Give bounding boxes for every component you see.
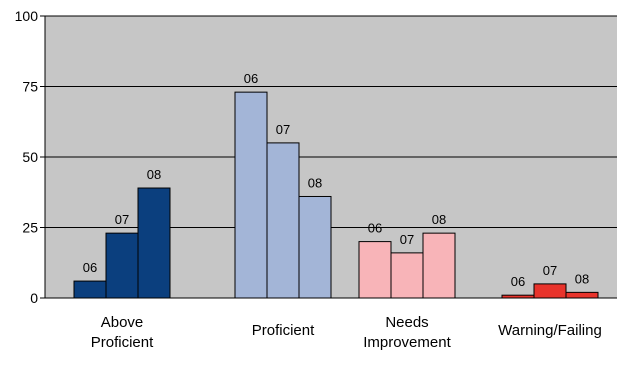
y-tick-label: 50	[22, 149, 38, 165]
x-category-label: Above Proficient	[91, 314, 154, 351]
data-label-08: 08	[575, 271, 589, 286]
bar-above-proficient-08	[137, 187, 171, 299]
bar-warning-failing-08	[565, 291, 599, 299]
bar-needs-improvement-06	[358, 241, 392, 299]
data-label-07: 07	[115, 212, 129, 227]
data-label-07: 07	[400, 232, 414, 247]
x-category-label: Warning/Failing	[498, 322, 602, 339]
x-category-label: Proficient	[252, 322, 315, 339]
bar-needs-improvement-08	[422, 232, 456, 299]
data-label-06: 06	[511, 274, 525, 289]
x-category-label: Needs Improvement	[363, 314, 451, 351]
y-tick-label: 0	[30, 290, 38, 306]
bar-proficient-08	[298, 195, 332, 299]
data-label-06: 06	[83, 260, 97, 275]
bar-proficient-06	[234, 91, 268, 299]
axes: 0 25 50 75 100 Above Proficient Proficient Needs…	[15, 8, 617, 351]
data-label-08: 08	[432, 212, 446, 227]
y-tick-label: 25	[22, 220, 38, 236]
bar-proficient-07	[266, 142, 300, 299]
bar-above-proficient-06	[73, 280, 107, 299]
data-label-06: 06	[244, 71, 258, 86]
bar-above-proficient-07	[105, 232, 139, 299]
data-labels: 06 07 08 06 07 08 06 07 08 06 07 08	[83, 71, 589, 289]
bar-warning-failing-07	[533, 283, 567, 299]
data-label-07: 07	[276, 122, 290, 137]
data-label-08: 08	[147, 167, 161, 182]
data-label-06: 06	[368, 221, 382, 236]
bar-needs-improvement-07	[390, 252, 424, 299]
data-label-07: 07	[543, 263, 557, 278]
y-tick-label: 100	[15, 8, 39, 24]
y-tick-label: 75	[22, 79, 38, 95]
data-label-08: 08	[308, 175, 322, 190]
